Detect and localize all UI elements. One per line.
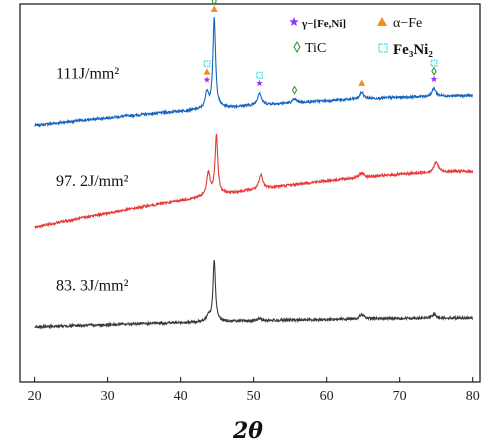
peak-2-star-marker [256, 79, 263, 87]
series-line-0 [34, 17, 474, 128]
legend-diamond-icon [293, 41, 301, 53]
legend-square-icon [378, 43, 388, 53]
x-tick-label-70: 70 [393, 389, 407, 404]
x-axis: 20 30 40 50 60 70 80 [28, 377, 480, 404]
x-axis-title: 2θ [232, 418, 263, 444]
peak-3-diamond-marker [291, 85, 298, 95]
legend-star-icon [289, 17, 299, 27]
peak-4-triangle-marker [358, 79, 366, 86]
plot-frame [19, 3, 481, 383]
x-tick-label-80: 80 [466, 389, 480, 404]
legend-label-1: α−Fe [393, 16, 422, 31]
legend-triangle-icon [377, 17, 387, 26]
peak-5-square-marker [430, 59, 438, 67]
peak-2-square-marker [255, 71, 264, 79]
peak-1-triangle-marker [210, 5, 218, 12]
legend-label-0: γ−[Fe,Ni] [301, 18, 346, 30]
x-tick-label-20: 20 [28, 389, 42, 404]
peak-markers [203, 0, 438, 95]
legend-label-2: TiC [305, 41, 326, 56]
series-label-2: 83. 3J/mm² [56, 277, 129, 294]
peak-0-triangle-marker [203, 68, 211, 75]
x-tick-label-30: 30 [101, 389, 115, 404]
peak-0-star-marker [203, 76, 211, 83]
legend: γ−[Fe,Ni] α−Fe TiC Fe₃Ni₂ [289, 16, 433, 58]
series-layer: 111J/mm² 97. 2J/mm² 83. 3J/mm² [34, 17, 474, 330]
x-tick-label-40: 40 [174, 389, 188, 404]
x-tick-label-50: 50 [247, 389, 261, 404]
series-label-1: 97. 2J/mm² [56, 173, 129, 190]
peak-5-diamond-marker [431, 66, 437, 76]
peak-1-diamond-marker [211, 0, 217, 6]
series-label-0: 111J/mm² [56, 65, 119, 82]
x-tick-label-60: 60 [320, 389, 334, 404]
series-line-2 [34, 259, 474, 330]
legend-label-3: Fe₃Ni₂ [393, 42, 433, 58]
peak-5-star-marker [430, 75, 438, 83]
peak-0-square-marker [203, 60, 211, 68]
series-line-1 [34, 133, 474, 229]
